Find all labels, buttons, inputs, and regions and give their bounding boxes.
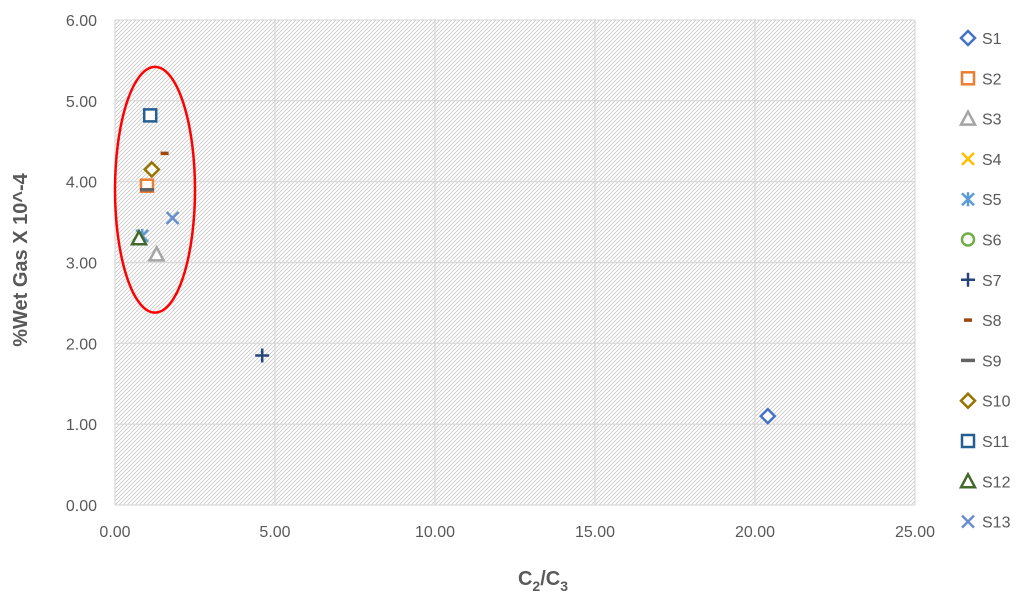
legend-item-s5: S5: [961, 192, 1002, 209]
y-tick-label: 0.00: [66, 498, 97, 515]
point-s1: [759, 407, 777, 425]
x-tick-label: 20.00: [735, 524, 775, 541]
legend-label: S6: [982, 233, 1002, 250]
y-tick-label: 6.00: [66, 13, 97, 30]
x-tick-label: 0.00: [99, 524, 130, 541]
x-axis-title-sub2: 3: [560, 578, 568, 594]
x-tick-label: 5.00: [259, 524, 290, 541]
legend-label: S11: [982, 434, 1009, 451]
x-tick-label: 25.00: [895, 524, 935, 541]
legend-marker-s2: [960, 71, 976, 86]
legend-label: S10: [982, 394, 1011, 411]
legend-marker-s13: [961, 514, 975, 529]
x-axis-title: C2/C3: [518, 568, 568, 594]
x-tick-label: 15.00: [575, 524, 615, 541]
legend-label: S7: [982, 273, 1002, 290]
point-s3: [147, 244, 166, 262]
highlight-ellipse: [113, 65, 197, 314]
y-tick-label: 3.00: [66, 256, 97, 273]
legend-label: S8: [982, 313, 1002, 330]
legend-item-s9: S9: [961, 353, 1002, 370]
legend-item-s7: S7: [961, 273, 1002, 290]
legend-label: S5: [982, 192, 1002, 209]
legend-item-s11: S11: [960, 433, 1009, 451]
legend-marker-s4: [961, 152, 975, 166]
legend-marker-s3: [958, 108, 978, 126]
legend-item-s4: S4: [961, 152, 1002, 169]
gridlines: [114, 19, 916, 506]
legend-item-s6: S6: [960, 232, 1002, 250]
point-s11: [142, 108, 158, 123]
legend-item-s13: S13: [961, 514, 1011, 532]
legend-label: S3: [982, 112, 1002, 129]
y-axis-tick-labels: 0.00 1.00 2.00 3.00 4.00 5.00 6.00: [66, 13, 97, 515]
legend-label: S1: [982, 31, 1002, 48]
legend-label: S4: [982, 152, 1002, 169]
legend-item-s10: S10: [959, 391, 1011, 411]
legend-label: S13: [982, 515, 1011, 532]
legend-marker-s6: [960, 232, 976, 247]
legend-marker-s5: [961, 192, 975, 207]
x-axis-title-sub1: 2: [532, 578, 540, 594]
legend-marker-s12: [958, 471, 978, 489]
x-tick-label: 10.00: [415, 524, 455, 541]
point-s12: [129, 228, 149, 246]
legend: S1 S2 S3 S4 S5 S6 S7 S8 S9 S10 S11 S12 S13: [958, 29, 1011, 532]
legend-marker-s10: [959, 391, 977, 410]
legend-item-s8: S8: [964, 313, 1002, 330]
point-s13: [165, 211, 180, 225]
data-points: [129, 108, 777, 425]
legend-label: S12: [982, 474, 1011, 491]
legend-item-s2: S2: [960, 71, 1002, 88]
y-tick-label: 1.00: [66, 417, 97, 434]
x-axis-title-c: C: [518, 568, 532, 590]
y-tick-label: 5.00: [66, 94, 97, 111]
legend-item-s1: S1: [959, 29, 1002, 48]
legend-item-s12: S12: [958, 471, 1011, 491]
point-s7: [255, 348, 270, 363]
legend-item-s3: S3: [958, 108, 1002, 129]
annotations: [113, 65, 197, 314]
x-axis-title-slash: /C: [540, 568, 560, 590]
point-s10: [143, 160, 161, 179]
legend-marker-s7: [961, 272, 975, 287]
y-tick-label: 2.00: [66, 336, 97, 353]
y-axis-title: %Wet Gas X 10^-4: [10, 172, 32, 346]
legend-label: S9: [982, 353, 1002, 370]
legend-label: S2: [982, 71, 1002, 88]
y-tick-label: 4.00: [66, 175, 97, 192]
x-axis-tick-labels: 0.00 5.00 10.00 15.00 20.00 25.00: [99, 524, 935, 541]
legend-marker-s1: [959, 29, 977, 47]
legend-marker-s11: [960, 433, 976, 449]
